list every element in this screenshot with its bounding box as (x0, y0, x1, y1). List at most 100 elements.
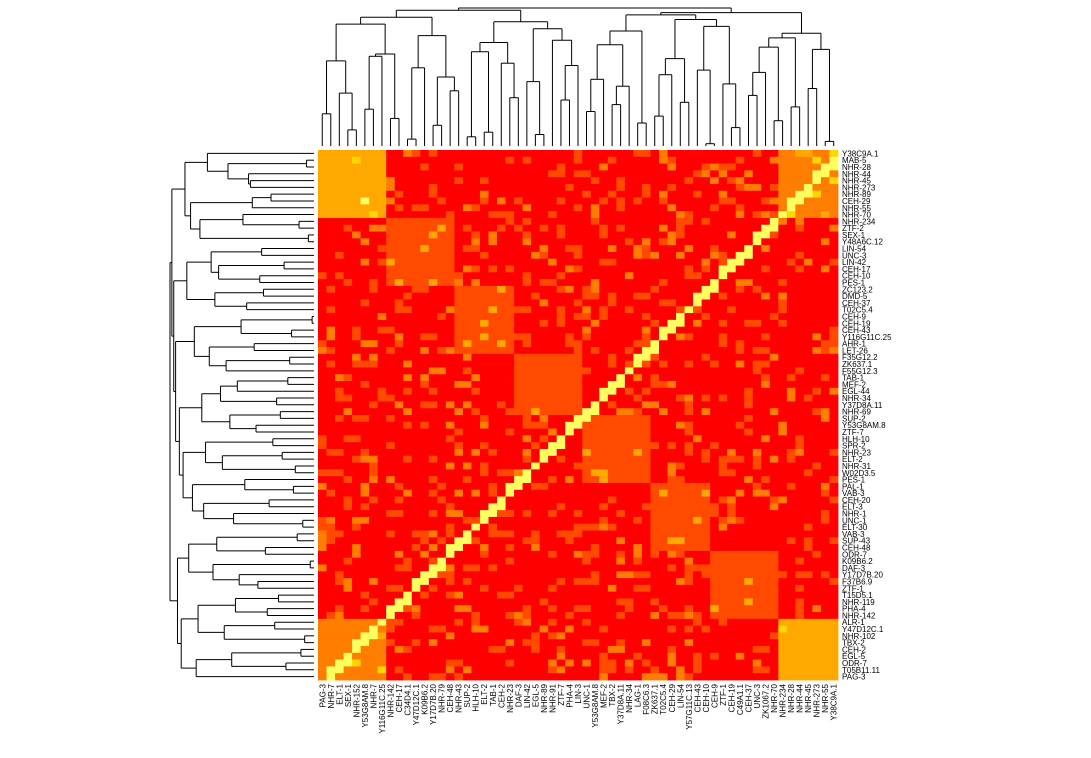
heatmap-cell (590, 150, 600, 158)
heatmap-cell (437, 618, 447, 627)
heatmap-cell (795, 285, 805, 294)
heatmap-cell (820, 632, 830, 640)
heatmap-cell (335, 292, 344, 300)
heatmap-cell (701, 584, 711, 593)
heatmap-cell (786, 557, 796, 565)
heatmap-cell (479, 550, 489, 559)
heatmap-cell (735, 251, 745, 260)
heatmap-cell (761, 211, 771, 219)
heatmap-cell (778, 462, 788, 470)
heatmap-cell (744, 605, 754, 613)
heatmap-cell (471, 156, 481, 164)
heatmap-cell (684, 646, 694, 654)
heatmap-cell (514, 523, 523, 531)
heatmap-cell (488, 204, 498, 212)
heatmap-cell (582, 612, 592, 620)
heatmap-cell (411, 217, 421, 226)
heatmap-cell (676, 211, 685, 219)
heatmap-cell (795, 557, 805, 565)
heatmap-cell (590, 367, 600, 375)
heatmap-cell (548, 503, 558, 511)
heatmap-cell (812, 618, 822, 627)
heatmap-cell (462, 448, 472, 457)
heatmap-cell (548, 530, 558, 538)
heatmap-cell (403, 421, 413, 429)
heatmap-cell (497, 455, 506, 463)
heatmap-cell (727, 272, 737, 280)
heatmap-cell (710, 381, 720, 389)
heatmap-cell (829, 204, 839, 212)
heatmap-cell (684, 476, 694, 484)
heatmap-cell (573, 564, 583, 572)
heatmap-cell (505, 462, 515, 470)
heatmap-cell (454, 272, 464, 280)
heatmap-cell (761, 605, 771, 613)
heatmap-cell (505, 360, 515, 368)
heatmap-cell (335, 347, 344, 355)
heatmap-cell (343, 245, 353, 253)
heatmap-cell (812, 299, 822, 307)
heatmap-cell (778, 530, 788, 538)
heatmap-cell (573, 598, 583, 606)
heatmap-cell (335, 408, 344, 416)
heatmap-cell (590, 292, 600, 300)
heatmap-cell (454, 557, 464, 565)
heatmap-cell (352, 245, 362, 253)
heatmap-cell (522, 251, 532, 260)
heatmap-cell (786, 347, 796, 355)
heatmap-cell (437, 190, 447, 198)
heatmap-cell (778, 292, 788, 300)
heatmap-cell (556, 333, 566, 341)
heatmap-cell (650, 578, 660, 586)
heatmap-cell (462, 285, 472, 294)
heatmap-cell (352, 170, 362, 178)
heatmap-cell (667, 544, 677, 552)
heatmap-cell (454, 618, 464, 627)
heatmap-cell (335, 353, 344, 362)
heatmap-cell (497, 578, 506, 586)
heatmap-cell (479, 530, 489, 538)
heatmap-cell (369, 340, 379, 348)
heatmap-cell (462, 408, 472, 416)
heatmap-cell (829, 605, 839, 613)
heatmap-cell (386, 245, 396, 253)
heatmap-cell (420, 394, 430, 402)
heatmap-cell (778, 326, 788, 334)
heatmap-cell (710, 211, 720, 219)
heatmap-cell (693, 245, 702, 253)
heatmap-cell (479, 353, 489, 362)
heatmap-cell (556, 313, 566, 321)
heatmap-cell (428, 265, 438, 273)
heatmap-cell (616, 455, 626, 463)
heatmap-cell (607, 177, 617, 185)
heatmap-cell (795, 530, 805, 538)
heatmap-cell (326, 238, 336, 246)
heatmap-cell (369, 632, 379, 640)
heatmap-cell (462, 489, 472, 497)
heatmap-cell (803, 353, 813, 362)
heatmap-cell (462, 469, 472, 477)
heatmap-cell (820, 598, 830, 606)
heatmap-cell (658, 557, 668, 565)
heatmap-cell (539, 442, 549, 450)
heatmap-cell (667, 163, 677, 171)
heatmap-cell (693, 272, 702, 280)
heatmap-cell (633, 326, 643, 334)
heatmap-cell (752, 333, 762, 341)
heatmap-cell (684, 605, 694, 613)
heatmap-cell (377, 496, 387, 504)
heatmap-cell (514, 510, 523, 518)
heatmap-cell (761, 285, 771, 294)
heatmap-cell (744, 367, 754, 375)
heatmap-cell (386, 510, 396, 518)
heatmap-cell (761, 170, 771, 178)
heatmap-cell (445, 598, 455, 606)
heatmap-cell (676, 537, 685, 545)
heatmap-cell (411, 231, 421, 239)
heatmap-cell (471, 591, 481, 599)
heatmap-cell (377, 442, 387, 450)
heatmap-cell (462, 156, 472, 164)
heatmap-cell (829, 258, 839, 266)
heatmap-cell (514, 564, 523, 572)
heatmap-cell (462, 510, 472, 518)
